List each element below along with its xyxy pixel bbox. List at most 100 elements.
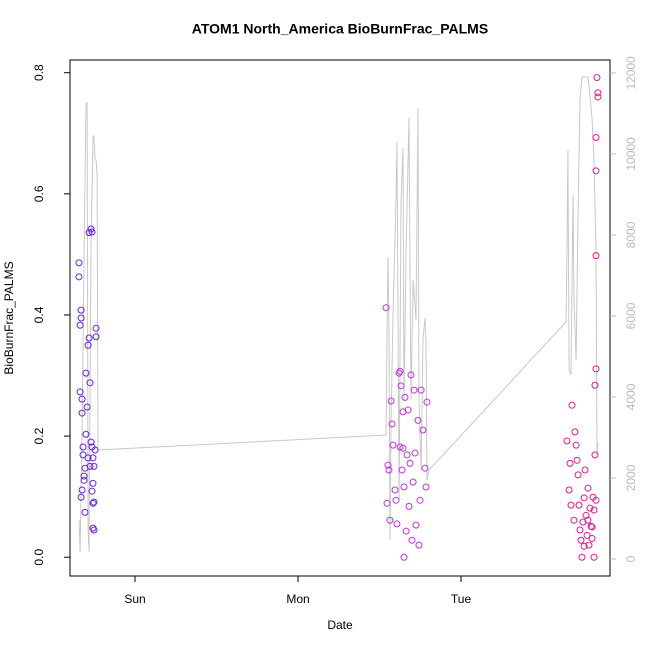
data-point <box>570 516 578 524</box>
data-point <box>398 466 406 474</box>
plot-frame <box>69 59 611 577</box>
data-point <box>577 536 585 544</box>
data-point <box>87 438 95 446</box>
data-point <box>384 461 392 469</box>
y2-tick-label: 0 <box>624 555 638 562</box>
data-point <box>87 225 95 233</box>
data-point <box>408 536 416 544</box>
data-point <box>575 501 583 509</box>
data-point <box>88 487 96 495</box>
data-point <box>400 483 408 491</box>
data-point <box>594 89 602 97</box>
data-point <box>397 382 405 390</box>
data-point <box>77 493 85 501</box>
data-point <box>593 74 601 82</box>
y2-tick-label: 8000 <box>624 221 638 248</box>
data-point <box>92 333 100 341</box>
y-tick-label: 0.4 <box>32 306 46 323</box>
data-point <box>92 324 100 332</box>
data-point <box>78 486 86 494</box>
data-point <box>567 501 575 509</box>
data-point <box>584 484 592 492</box>
data-point <box>388 420 396 428</box>
y-tick-label: 0.8 <box>32 64 46 81</box>
data-point <box>580 494 588 502</box>
data-point <box>80 476 88 484</box>
data-point <box>389 441 397 449</box>
data-point <box>578 553 586 561</box>
data-point <box>86 379 94 387</box>
data-point <box>407 371 415 379</box>
data-point <box>563 437 571 445</box>
data-point <box>588 534 596 542</box>
data-point <box>566 459 574 467</box>
data-point <box>90 462 98 470</box>
data-point <box>89 499 97 507</box>
data-point <box>89 454 97 462</box>
data-point <box>85 334 93 342</box>
data-point <box>81 508 89 516</box>
data-point <box>90 498 98 506</box>
data-point <box>88 228 96 236</box>
y-tick-label: 0.2 <box>32 427 46 444</box>
data-point <box>416 496 424 504</box>
data-point <box>393 520 401 528</box>
data-point <box>80 472 88 480</box>
data-point <box>584 516 592 524</box>
data-point <box>585 541 593 549</box>
data-point <box>422 483 430 491</box>
data-point <box>382 304 390 312</box>
data-point <box>401 393 409 401</box>
data-point <box>591 381 599 389</box>
data-point <box>84 454 92 462</box>
data-point <box>385 466 393 474</box>
data-point <box>81 464 89 472</box>
data-point <box>409 478 417 486</box>
data-point <box>403 451 411 459</box>
data-point <box>586 504 594 512</box>
y2-tick-label: 6000 <box>624 302 638 329</box>
data-point <box>412 521 420 529</box>
data-point <box>91 446 99 454</box>
data-point <box>405 502 413 510</box>
data-point <box>414 416 422 424</box>
data-point <box>411 449 419 457</box>
y-tick-label: 0.0 <box>32 549 46 566</box>
data-point <box>399 444 407 452</box>
chart-title: ATOM1 North_America BioBurnFrac_PALMS <box>192 21 488 37</box>
data-point <box>396 367 404 375</box>
data-point <box>77 314 85 322</box>
y2-tick-label: 4000 <box>624 383 638 410</box>
data-point <box>404 406 412 414</box>
data-point <box>83 403 91 411</box>
data-point <box>576 526 584 534</box>
data-point <box>75 273 83 281</box>
data-point <box>406 459 414 467</box>
data-point <box>79 451 87 459</box>
y2-tick-label: 2000 <box>624 464 638 491</box>
data-point <box>421 464 429 472</box>
data-point <box>386 516 394 524</box>
altitude-line <box>78 76 599 553</box>
y-tick-label: 0.6 <box>32 185 46 202</box>
data-point <box>573 456 581 464</box>
data-point <box>410 386 418 394</box>
data-point <box>580 542 588 550</box>
data-point <box>588 523 596 531</box>
data-point <box>76 321 84 329</box>
data-point <box>400 553 408 561</box>
data-point <box>583 531 591 539</box>
y2-tick-label: 12000 <box>624 56 638 90</box>
data-point <box>568 401 576 409</box>
data-point <box>419 426 427 434</box>
x-tick-label: Sun <box>124 592 145 606</box>
data-point <box>82 430 90 438</box>
data-point <box>387 397 395 405</box>
data-point <box>89 479 97 487</box>
data-point <box>85 229 93 237</box>
data-point <box>571 428 579 436</box>
y2-tick-label: 10000 <box>624 137 638 171</box>
data-point <box>402 527 410 535</box>
data-point <box>79 443 87 451</box>
